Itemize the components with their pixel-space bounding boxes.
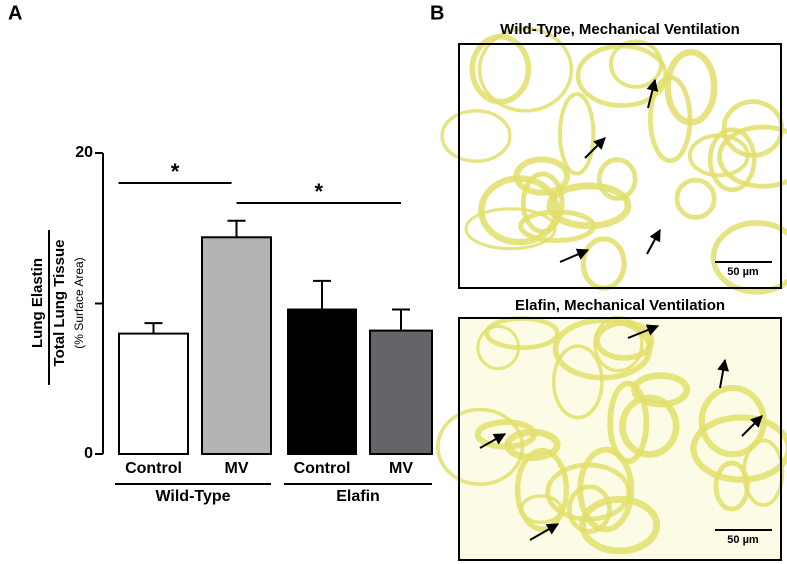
- group-label: Wild-Type: [155, 488, 230, 505]
- y-label-numerator: Lung Elastin: [29, 258, 46, 348]
- arrow: [479, 433, 507, 449]
- alveolar-wall: [674, 177, 717, 220]
- bar: [201, 236, 272, 455]
- micrographs: 50 µm 50 µm: [436, 26, 787, 561]
- significance-label: *: [314, 179, 323, 204]
- alveolar-wall: [619, 394, 680, 458]
- scale-bar-label: 50 µm: [727, 534, 759, 546]
- y-label-denominator: Total Lung Tissue: [51, 240, 68, 367]
- alveolar-wall: [545, 462, 632, 522]
- alveolar-wall: [469, 33, 532, 105]
- alveolar-wall: [546, 182, 632, 230]
- arrow: [717, 358, 730, 389]
- arrow: [559, 248, 590, 263]
- x-tick-label: MV: [225, 460, 249, 477]
- alveolar-wall: [594, 320, 655, 361]
- significance-label: *: [171, 159, 180, 184]
- alveolar-wall: [478, 175, 561, 246]
- arrow: [627, 324, 660, 339]
- group-label: Elafin: [336, 488, 380, 505]
- alveolar-wall: [608, 39, 663, 89]
- alveolar-wall: [687, 133, 750, 178]
- image-title: Elafin, Mechanical Ventilation: [515, 297, 725, 314]
- alveolar-wall: [690, 414, 787, 483]
- arrow: [646, 228, 661, 255]
- alveolar-wall: [596, 157, 638, 201]
- alveolar-wall: [717, 124, 787, 189]
- alveolar-wall: [558, 92, 596, 176]
- y-label-unit: (% Surface Area): [72, 257, 86, 348]
- image-frame: [458, 43, 782, 289]
- alveolar-wall: [552, 344, 604, 420]
- image-frame: [458, 317, 782, 561]
- image-title: Wild-Type, Mechanical Ventilation: [500, 21, 740, 38]
- alveolar-wall: [476, 324, 521, 371]
- alveolar-wall: [710, 220, 787, 295]
- alveolar-wall: [440, 109, 512, 163]
- alveolar-wall: [607, 380, 650, 465]
- y-tick-label: 0: [84, 445, 93, 462]
- bar: [118, 332, 189, 456]
- x-tick-label: MV: [389, 460, 413, 477]
- alveolar-wall: [707, 127, 757, 193]
- alveolar-wall: [504, 428, 561, 461]
- alveolar-wall: [464, 207, 557, 251]
- y-tick-label: 20: [75, 144, 93, 161]
- alveolar-wall: [477, 26, 574, 113]
- alveolar-wall: [742, 438, 785, 507]
- bar: [287, 308, 357, 455]
- bar: [369, 329, 433, 455]
- arrow: [584, 137, 606, 159]
- alveolar-wall: [514, 447, 570, 532]
- arrow: [741, 415, 763, 437]
- alveolar-wall: [664, 48, 718, 126]
- x-tick-label: Control: [294, 460, 351, 477]
- arrow: [646, 78, 659, 109]
- scale-bar-label: 50 µm: [727, 266, 759, 278]
- alveolar-wall: [567, 484, 612, 534]
- x-tick-label: Control: [125, 460, 182, 477]
- panel-label: A: [8, 2, 22, 24]
- alveolar-wall: [579, 495, 661, 555]
- panel-label: B: [430, 2, 444, 24]
- arrow: [529, 523, 560, 541]
